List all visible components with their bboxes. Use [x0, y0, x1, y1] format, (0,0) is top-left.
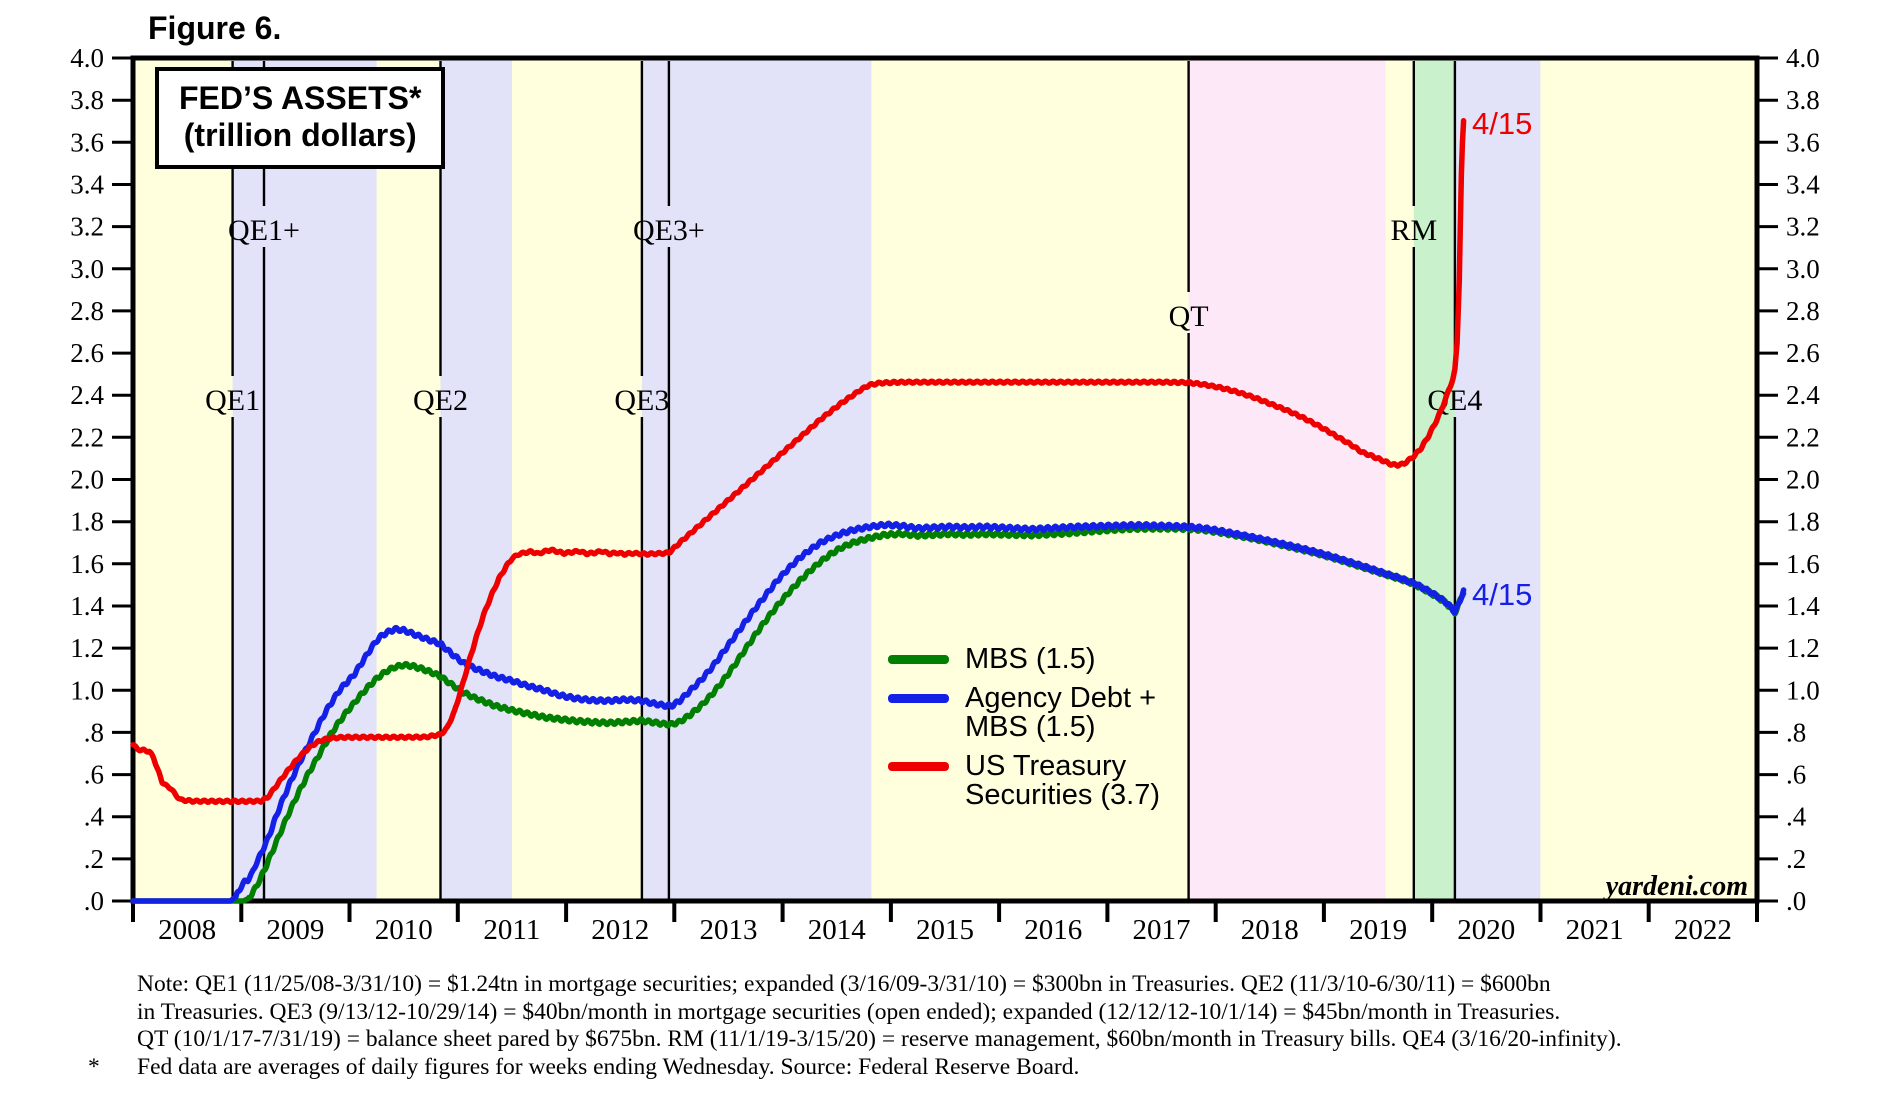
footnote-asterisk: *	[88, 1053, 100, 1080]
x-axis-label-2011: 2011	[483, 914, 540, 946]
x-axis-label-2021: 2021	[1566, 914, 1624, 946]
chart-title-line1: FED’S ASSETS*	[179, 80, 422, 116]
x-axis-label-2020: 2020	[1457, 914, 1515, 946]
y-axis-label-left: 1.4	[70, 591, 104, 621]
y-axis-label-right: .8	[1786, 717, 1806, 747]
y-axis-label-right: .2	[1786, 844, 1806, 874]
x-axis-label-2019: 2019	[1349, 914, 1407, 946]
y-axis-label-left: 4.0	[70, 43, 104, 73]
x-axis-label-2022: 2022	[1674, 914, 1732, 946]
y-axis-label-left: .4	[84, 802, 105, 832]
band-qe2	[440, 58, 512, 901]
legend-item-us-treasury: US Treasury Securities (3.7)	[888, 752, 1160, 810]
event-label-qe3: QE3	[614, 384, 669, 417]
y-axis-label-right: .6	[1786, 760, 1806, 790]
y-axis-label-left: 2.4	[70, 380, 104, 410]
event-label-rm: RM	[1390, 214, 1437, 247]
y-axis-label-right: 3.8	[1786, 85, 1820, 115]
legend: MBS (1.5) Agency Debt + MBS (1.5) US Tre…	[888, 645, 1160, 820]
y-axis-label-right: 3.0	[1786, 254, 1820, 284]
y-axis-label-right: 4.0	[1786, 43, 1820, 73]
chart-title-line2: (trillion dollars)	[183, 117, 417, 153]
y-axis-label-left: 3.8	[70, 85, 104, 115]
x-axis-label-2015: 2015	[916, 914, 974, 946]
note-line-1: Note: QE1 (11/25/08-3/31/10) = $1.24tn i…	[137, 971, 1551, 997]
y-axis-label-left: 1.2	[70, 633, 104, 663]
chart-title-box: FED’S ASSETS* (trillion dollars)	[155, 67, 446, 169]
event-label-qe2: QE2	[413, 384, 468, 417]
band-qe1	[232, 58, 377, 901]
y-axis-label-right: 1.8	[1786, 507, 1820, 537]
footnote-text: Fed data are averages of daily figures f…	[137, 1053, 1080, 1080]
y-axis-label-right: 2.6	[1786, 338, 1820, 368]
series-line-us-treasury-securities	[130, 118, 1467, 806]
y-axis-label-left: 2.8	[70, 296, 104, 326]
event-label-qe4: QE4	[1427, 384, 1482, 417]
y-axis-label-left: 3.0	[70, 254, 104, 284]
y-axis-label-left: 2.2	[70, 422, 104, 452]
y-axis-label-left: .0	[84, 886, 104, 916]
y-axis-label-right: 2.4	[1786, 380, 1820, 410]
y-axis-label-left: 1.6	[70, 549, 104, 579]
end-date-label-red: 4/15	[1472, 106, 1532, 141]
y-axis-label-left: 3.4	[70, 170, 104, 200]
watermark-yardeni: yardeni.com	[1603, 871, 1748, 902]
y-axis-label-right: .4	[1786, 802, 1807, 832]
legend-label-us-treasury: US Treasury Securities (3.7)	[965, 750, 1161, 811]
y-axis-label-right: 3.2	[1786, 212, 1820, 242]
x-axis-label-2016: 2016	[1024, 914, 1082, 946]
x-axis-label-2010: 2010	[375, 914, 433, 946]
y-axis-label-left: 1.0	[70, 675, 104, 705]
event-label-qe1+: QE1+	[228, 214, 300, 247]
y-axis-label-left: 3.2	[70, 212, 104, 242]
note-line-3: QT (10/1/17-7/31/19) = balance sheet par…	[137, 1026, 1622, 1052]
x-axis-label-2012: 2012	[591, 914, 649, 946]
band-rm	[1413, 58, 1455, 901]
y-axis-label-left: 2.6	[70, 338, 104, 368]
end-date-label-blue: 4/15	[1472, 577, 1532, 612]
note-line-2: in Treasuries. QE3 (9/13/12-10/29/14) = …	[137, 998, 1561, 1025]
y-axis-label-right: 2.2	[1786, 422, 1820, 452]
y-axis-label-left: 3.6	[70, 127, 104, 157]
x-axis-label-2009: 2009	[266, 914, 324, 946]
y-axis-label-right: 1.4	[1786, 591, 1820, 621]
y-axis-label-right: 2.8	[1786, 296, 1820, 326]
figure-number-label: Figure 6.	[148, 10, 282, 46]
y-axis-label-right: 1.6	[1786, 549, 1820, 579]
x-axis-label-2013: 2013	[700, 914, 758, 946]
y-axis-label-left: .2	[84, 844, 104, 874]
y-axis-label-right: 1.2	[1786, 633, 1820, 663]
x-axis-label-2008: 2008	[158, 914, 216, 946]
legend-item-mbs: MBS (1.5)	[888, 645, 1160, 674]
legend-item-agency-debt-mbs: Agency Debt + MBS (1.5)	[888, 684, 1160, 742]
legend-label-agency-debt-mbs: Agency Debt + MBS (1.5)	[965, 682, 1157, 743]
y-axis-label-left: 1.8	[70, 507, 104, 537]
x-axis-label-2017: 2017	[1133, 914, 1191, 946]
band-qt	[1188, 58, 1386, 901]
mbs-line-swatch-icon	[888, 655, 949, 664]
y-axis-label-right: .0	[1786, 886, 1806, 916]
event-label-qe1: QE1	[205, 384, 260, 417]
y-axis-label-left: .8	[84, 717, 104, 747]
band-qe4	[1454, 58, 1541, 901]
y-axis-label-right: 3.6	[1786, 127, 1820, 157]
y-axis-label-right: 1.0	[1786, 675, 1820, 705]
event-label-qt: QT	[1169, 300, 1209, 333]
us-treasury-line-swatch-icon	[888, 762, 949, 771]
y-axis-label-left: 2.0	[70, 465, 104, 495]
source-note: Note: QE1 (11/25/08-3/31/10) = $1.24tn i…	[88, 971, 1728, 1081]
legend-label-mbs: MBS (1.5)	[965, 643, 1096, 675]
y-axis-label-right: 3.4	[1786, 170, 1820, 200]
series-line-agency-debt-mbs	[130, 520, 1467, 904]
y-axis-label-right: 2.0	[1786, 465, 1820, 495]
footnote-line: * Fed data are averages of daily figures…	[88, 1054, 1728, 1082]
x-axis-label-2014: 2014	[808, 914, 867, 946]
agency-debt-mbs-line-swatch-icon	[888, 694, 949, 703]
event-label-qe3+: QE3+	[633, 214, 705, 247]
y-axis-label-left: .6	[84, 760, 104, 790]
x-axis-label-2018: 2018	[1241, 914, 1299, 946]
